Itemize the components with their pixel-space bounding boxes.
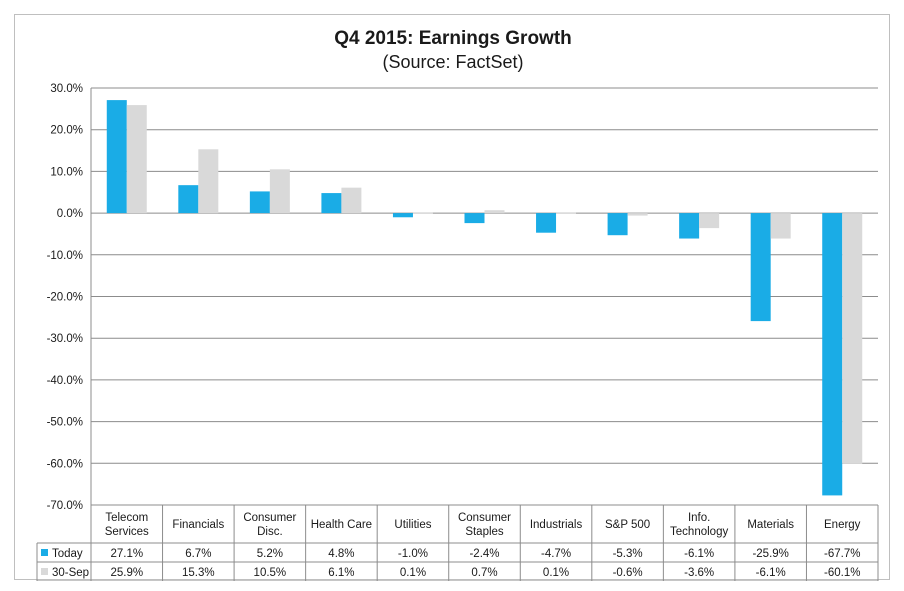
bar-today: [249, 191, 270, 214]
category-label: Industrials: [530, 519, 583, 531]
y-tick-label: 10.0%: [50, 166, 83, 178]
data-label: -0.6%: [613, 567, 643, 579]
data-label: 10.5%: [254, 567, 287, 579]
legend-label: Today: [52, 548, 83, 560]
category-label: Utilities: [394, 519, 431, 531]
data-label: 27.1%: [110, 548, 143, 560]
bar-30-sep: [126, 105, 147, 214]
y-tick-label: -20.0%: [47, 292, 83, 304]
bar-today: [607, 213, 628, 236]
data-label: -6.1%: [756, 567, 786, 579]
earnings-growth-chart: Q4 2015: Earnings Growth (Source: FactSe…: [36, 28, 879, 581]
data-label: 5.2%: [257, 548, 283, 560]
data-label: 0.1%: [543, 567, 569, 579]
bar-30-sep: [842, 213, 863, 464]
bar-30-sep: [770, 213, 791, 239]
data-label: -3.6%: [684, 567, 714, 579]
bar-30-sep: [341, 187, 362, 214]
category-label: Consumer: [243, 512, 296, 524]
bar-30-sep: [269, 169, 290, 214]
data-label: 0.7%: [471, 567, 497, 579]
category-label: Energy: [824, 519, 861, 531]
data-label: -67.7%: [824, 548, 860, 560]
bar-30-sep: [198, 149, 219, 214]
category-label: Services: [105, 526, 149, 538]
data-label: -4.7%: [541, 548, 571, 560]
category-label: Technology: [670, 526, 728, 538]
chart-subtitle: (Source: FactSet): [382, 52, 523, 72]
bar-today: [464, 213, 485, 224]
bar-today: [750, 213, 771, 322]
category-label: Disc.: [257, 526, 283, 538]
bar-30-sep: [556, 212, 577, 214]
y-tick-label: -10.0%: [47, 250, 83, 262]
y-tick-label: -60.0%: [47, 458, 83, 470]
data-label: 0.1%: [400, 567, 426, 579]
category-label: Health Care: [311, 519, 372, 531]
data-label: 15.3%: [182, 567, 215, 579]
bar-today: [106, 100, 127, 214]
data-label: -6.1%: [684, 548, 714, 560]
y-tick-label: 0.0%: [57, 208, 83, 220]
legend-label: 30-Sep: [52, 567, 89, 579]
legend-key-today: [41, 549, 48, 556]
category-label: Materials: [747, 519, 794, 531]
category-label: Staples: [465, 526, 504, 538]
bar-30-sep: [412, 212, 433, 214]
category-label: Info.: [688, 512, 710, 524]
bar-today: [321, 193, 342, 214]
bar-today: [822, 213, 843, 496]
y-tick-label: -40.0%: [47, 375, 83, 387]
data-label: -2.4%: [469, 548, 499, 560]
data-label: 6.7%: [185, 548, 211, 560]
bar-30-sep: [699, 213, 720, 229]
data-table: Telecom Services Financials Consumer Disc. He…: [36, 504, 879, 581]
category-label: S&P 500: [605, 519, 650, 531]
data-label: 25.9%: [110, 567, 143, 579]
y-tick-label: -50.0%: [47, 417, 83, 429]
bar-today: [536, 213, 557, 233]
y-tick-label: -30.0%: [47, 333, 83, 345]
bar-layer: [106, 100, 863, 496]
category-label: Financials: [172, 519, 224, 531]
category-label: Telecom: [105, 512, 148, 524]
category-label: Consumer: [458, 512, 511, 524]
data-label: -5.3%: [613, 548, 643, 560]
data-label: -60.1%: [824, 567, 860, 579]
data-label: 4.8%: [328, 548, 354, 560]
data-label: 6.1%: [328, 567, 354, 579]
y-tick-label: 30.0%: [50, 83, 83, 95]
legend-key-30-sep: [41, 568, 48, 575]
bar-30-sep: [627, 213, 648, 216]
y-tick-label: 20.0%: [50, 125, 83, 137]
chart-title: Q4 2015: Earnings Growth: [334, 28, 572, 49]
data-label: -1.0%: [398, 548, 428, 560]
bar-30-sep: [484, 210, 505, 214]
bar-today: [178, 185, 199, 214]
y-tick-label: -70.0%: [47, 500, 83, 512]
chart-frame: Q4 2015: Earnings Growth (Source: FactSe…: [14, 14, 890, 581]
bar-today: [392, 213, 413, 218]
bar-today: [679, 213, 700, 239]
data-label: -25.9%: [752, 548, 788, 560]
